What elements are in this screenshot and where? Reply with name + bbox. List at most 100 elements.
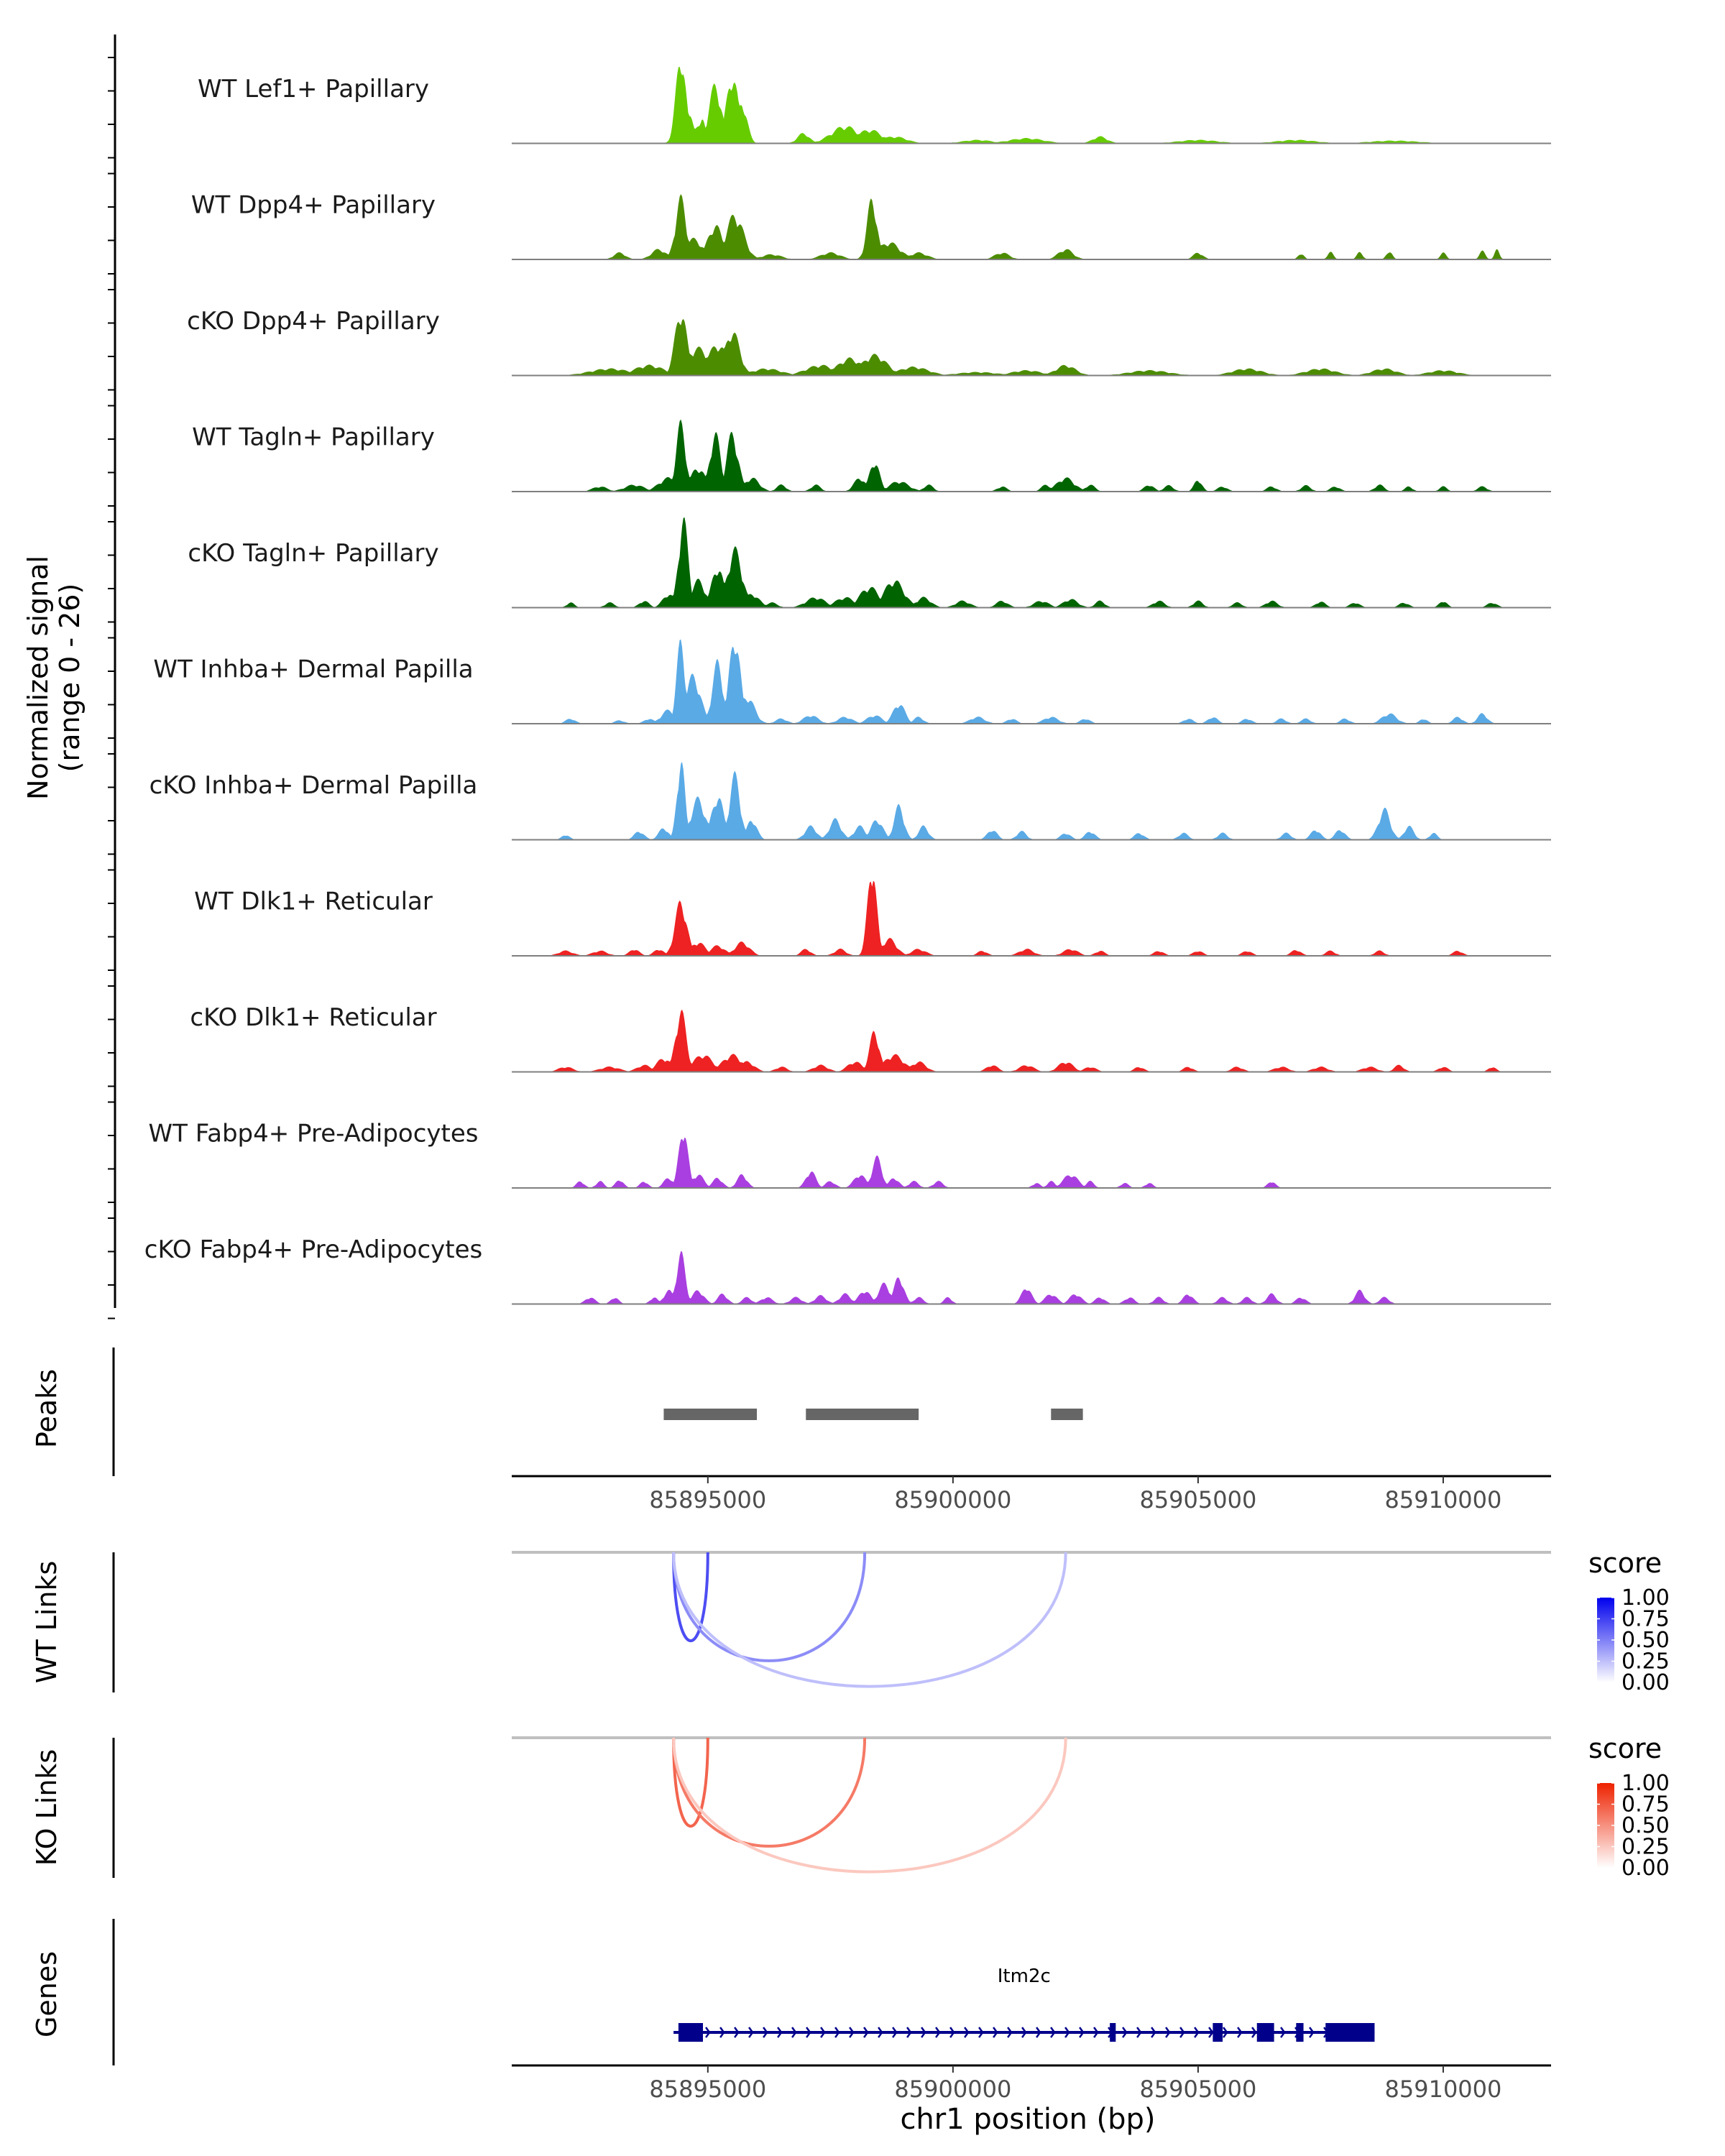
x-tick-label: 85910000 — [1385, 2076, 1502, 2103]
wt-links-panel: WT Links score 1.000.750.500.250.00 — [31, 1547, 1670, 1695]
gene-strand-arrow — [705, 2027, 711, 2038]
track-label: WT Dpp4+ Papillary — [191, 191, 436, 220]
track-label: cKO Tagln+ Papillary — [188, 539, 438, 568]
legend-tick-label: 0.00 — [1622, 1670, 1670, 1695]
signal-area — [547, 1009, 1502, 1072]
gene-exon — [1110, 2023, 1116, 2042]
legend-title: score — [1588, 1733, 1662, 1764]
gene-strand-arrow — [1208, 2027, 1214, 2038]
gene-strand-arrow — [1050, 2027, 1056, 2038]
track-wt-tagln-papillary: WT Tagln+ Papillary — [192, 419, 1551, 492]
peak-region — [663, 1409, 758, 1420]
track-cko-dpp4-papillary: cKO Dpp4+ Papillary — [187, 307, 1551, 377]
legend-tick-label: 0.25 — [1622, 1649, 1670, 1674]
genes-track-label: Genes — [31, 1951, 63, 2037]
peaks-track-label: Peaks — [31, 1369, 63, 1448]
gene-strand-arrow — [820, 2027, 826, 2038]
links-track-label: WT Links — [31, 1561, 63, 1683]
gene-strand-arrow — [1194, 2027, 1200, 2038]
legend-tick-label: 0.00 — [1622, 1856, 1670, 1881]
x-tick-label: 85900000 — [894, 1486, 1011, 1514]
legend-tick-label: 0.25 — [1622, 1835, 1670, 1860]
gene-strand-arrow — [1079, 2027, 1085, 2038]
links-track-label: KO Links — [31, 1749, 63, 1866]
track-label: cKO Inhba+ Dermal Papilla — [150, 771, 478, 800]
legend-tick-label: 1.00 — [1622, 1771, 1670, 1796]
coverage-y-axis — [108, 34, 116, 1319]
gene-itm2c: Itm2c — [673, 1966, 1375, 2042]
gene-strand-arrow — [964, 2027, 970, 2038]
gene-exon — [1213, 2023, 1223, 2042]
peak-region — [806, 1409, 919, 1420]
coverage-y-title: Normalized signal (range 0 - 26) — [22, 556, 86, 800]
gene-name: Itm2c — [998, 1966, 1051, 1987]
signal-area — [581, 419, 1495, 492]
gene-strand-arrow — [949, 2027, 955, 2038]
peak-region — [1051, 1409, 1083, 1420]
track-cko-tagln-papillary: cKO Tagln+ Papillary — [188, 517, 1551, 609]
gene-strand-arrow — [791, 2027, 797, 2038]
x-tick-label: 85900000 — [894, 2076, 1011, 2103]
gene-strand-arrow — [993, 2027, 998, 2038]
gene-strand-arrow — [878, 2027, 883, 2038]
gene-strand-arrow — [1064, 2027, 1070, 2038]
link-arc — [672, 1737, 867, 1848]
gene-strand-arrow — [978, 2027, 984, 2038]
gene-strand-arrow — [719, 2027, 725, 2038]
gene-strand-arrow — [1251, 2027, 1257, 2038]
signal-area — [665, 66, 1455, 144]
track-label: WT Lef1+ Papillary — [198, 75, 429, 103]
legend-tick-label: 0.75 — [1622, 1607, 1670, 1632]
legend-tick-label: 0.50 — [1622, 1813, 1670, 1838]
legend-tick-label: 0.75 — [1622, 1792, 1670, 1818]
gene-strand-arrow — [806, 2027, 811, 2038]
track-label: cKO Dpp4+ Papillary — [187, 307, 440, 336]
track-label: WT Dlk1+ Reticular — [194, 888, 433, 916]
signal-area — [578, 1250, 1397, 1304]
link-arc — [672, 1552, 1067, 1688]
gene-strand-arrow — [1223, 2027, 1228, 2038]
signal-area — [561, 318, 1481, 376]
track-cko-inhba-dermal-papilla: cKO Inhba+ Dermal Papilla — [150, 762, 1551, 841]
gene-strand-arrow — [1093, 2027, 1099, 2038]
gene-exon — [678, 2023, 704, 2042]
gene-strand-arrow — [1021, 2027, 1027, 2038]
x-axis-bottom: 85895000 85900000 85905000 85910000 — [512, 2064, 1551, 2103]
x-tick-label: 85910000 — [1385, 1486, 1502, 1514]
track-label: WT Inhba+ Dermal Papilla — [153, 655, 473, 684]
signal-area — [570, 1137, 1282, 1188]
peaks-track — [663, 1409, 1083, 1420]
coverage-tracks: WT Lef1+ Papillary WT Dpp4+ Papillary cKO … — [144, 66, 1551, 1305]
signal-area — [547, 880, 1471, 956]
gene-strand-arrow — [1280, 2027, 1286, 2038]
track-cko-fabp4-pre-adipocytes: cKO Fabp4+ Pre-Adipocytes — [144, 1235, 1551, 1305]
gene-exon — [1325, 2023, 1375, 2042]
gene-strand-arrow — [1179, 2027, 1185, 2038]
link-arc — [672, 1737, 709, 1828]
gene-strand-arrow — [1122, 2027, 1128, 2038]
track-label: cKO Fabp4+ Pre-Adipocytes — [144, 1235, 483, 1264]
track-wt-fabp4-pre-adipocytes: WT Fabp4+ Pre-Adipocytes — [149, 1120, 1551, 1189]
gene-strand-arrow — [748, 2027, 754, 2038]
track-wt-dpp4-papillary: WT Dpp4+ Papillary — [191, 191, 1551, 260]
gene-strand-arrow — [906, 2027, 912, 2038]
track-wt-inhba-dermal-papilla: WT Inhba+ Dermal Papilla — [153, 639, 1551, 724]
x-axis-label: chr1 position (bp) — [900, 2103, 1155, 2136]
signal-area — [558, 639, 1495, 724]
gene-strand-arrow — [1136, 2027, 1142, 2038]
gene-strand-arrow — [1237, 2027, 1243, 2038]
x-tick-label: 85895000 — [649, 2076, 766, 2103]
gene-strand-arrow — [1309, 2027, 1315, 2038]
gene-strand-arrow — [1165, 2027, 1171, 2038]
gene-strand-arrow — [921, 2027, 926, 2038]
legend-tick-label: 1.00 — [1622, 1585, 1670, 1611]
ko-links-panel: KO Links score 1.000.750.500.250.00 — [31, 1733, 1670, 1881]
gene-strand-arrow — [849, 2027, 855, 2038]
gene-strand-arrow — [1007, 2027, 1013, 2038]
signal-area — [556, 762, 1443, 840]
gene-strand-arrow — [777, 2027, 783, 2038]
signal-area — [604, 194, 1504, 259]
gene-strand-arrow — [892, 2027, 898, 2038]
gene-strand-arrow — [763, 2027, 768, 2038]
